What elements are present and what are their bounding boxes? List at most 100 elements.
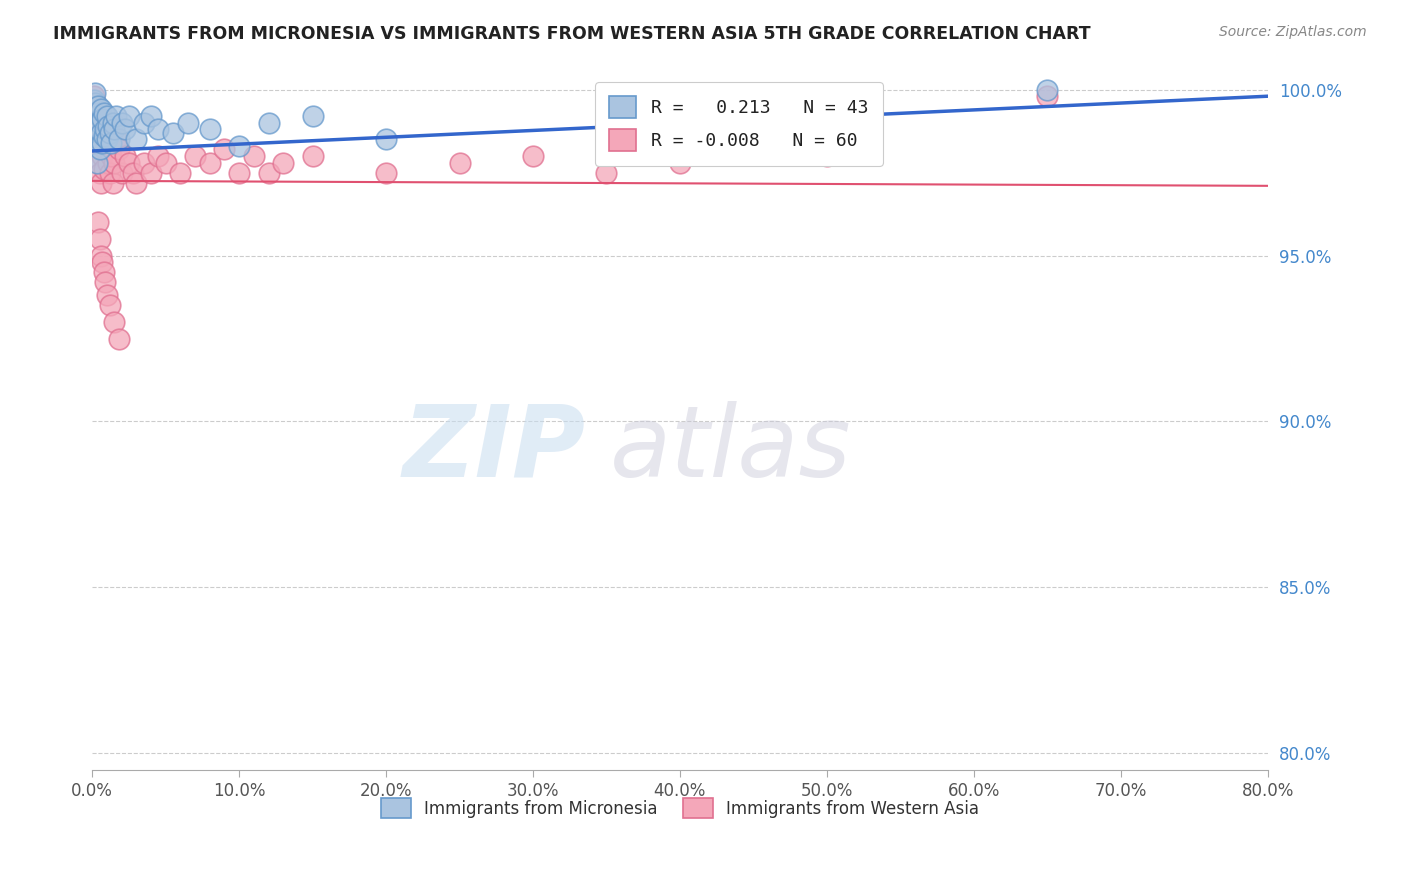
Point: [84, 116, 107, 130]
Point: [228, 139, 250, 153]
Point: [101, 116, 124, 130]
Point: [107, 132, 129, 146]
Point: [122, 165, 145, 179]
Point: [100, 149, 122, 163]
Point: [86, 142, 108, 156]
Point: [90, 103, 112, 117]
Point: [214, 142, 236, 156]
Point: [100, 136, 122, 150]
Point: [96, 132, 118, 146]
Point: [87, 215, 110, 229]
Point: [162, 126, 184, 140]
Point: [97, 155, 120, 169]
Point: [89, 129, 111, 144]
Point: [86, 122, 108, 136]
Point: [522, 149, 544, 163]
Point: [93, 162, 115, 177]
Point: [103, 315, 125, 329]
Legend: Immigrants from Micronesia, Immigrants from Western Asia: Immigrants from Micronesia, Immigrants f…: [374, 792, 986, 824]
Text: Source: ZipAtlas.com: Source: ZipAtlas.com: [1219, 25, 1367, 39]
Point: [132, 155, 155, 169]
Point: [107, 142, 129, 156]
Point: [96, 132, 118, 146]
Point: [84, 132, 107, 146]
Point: [148, 122, 170, 136]
Point: [1036, 89, 1059, 103]
Point: [114, 122, 136, 136]
Point: [257, 165, 280, 179]
Point: [90, 248, 112, 262]
Point: [87, 155, 110, 169]
Point: [94, 122, 117, 136]
Point: [107, 331, 129, 345]
Point: [114, 149, 136, 163]
Point: [94, 275, 117, 289]
Point: [148, 149, 170, 163]
Point: [86, 132, 108, 146]
Point: [155, 155, 177, 169]
Point: [93, 129, 115, 144]
Point: [86, 155, 108, 169]
Point: [301, 149, 323, 163]
Point: [301, 109, 323, 123]
Point: [110, 116, 132, 130]
Point: [93, 105, 115, 120]
Point: [87, 99, 110, 113]
Point: [243, 149, 266, 163]
Point: [101, 176, 124, 190]
Point: [98, 126, 121, 140]
Text: atlas: atlas: [609, 401, 851, 498]
Point: [96, 109, 118, 123]
Point: [94, 142, 117, 156]
Point: [125, 132, 148, 146]
Point: [89, 165, 111, 179]
Point: [1036, 82, 1059, 96]
Point: [91, 255, 114, 269]
Point: [91, 136, 114, 150]
Point: [669, 155, 692, 169]
Point: [90, 119, 112, 133]
Point: [271, 155, 294, 169]
Point: [90, 176, 112, 190]
Point: [132, 116, 155, 130]
Point: [198, 122, 221, 136]
Point: [86, 109, 108, 123]
Point: [257, 116, 280, 130]
Point: [93, 122, 115, 136]
Point: [96, 288, 118, 302]
Point: [103, 155, 125, 169]
Point: [90, 126, 112, 140]
Point: [87, 122, 110, 136]
Point: [375, 165, 398, 179]
Point: [139, 109, 162, 123]
Point: [89, 232, 111, 246]
Text: ZIP: ZIP: [404, 401, 586, 498]
Point: [83, 99, 105, 113]
Point: [198, 155, 221, 169]
Point: [89, 142, 111, 156]
Point: [103, 122, 125, 136]
Point: [139, 165, 162, 179]
Point: [640, 122, 662, 136]
Point: [375, 132, 398, 146]
Text: IMMIGRANTS FROM MICRONESIA VS IMMIGRANTS FROM WESTERN ASIA 5TH GRADE CORRELATION: IMMIGRANTS FROM MICRONESIA VS IMMIGRANTS…: [53, 25, 1091, 43]
Point: [98, 298, 121, 312]
Point: [118, 155, 141, 169]
Point: [87, 109, 110, 123]
Point: [449, 155, 471, 169]
Point: [89, 116, 111, 130]
Point: [184, 149, 207, 163]
Point: [98, 165, 121, 179]
Point: [815, 149, 838, 163]
Point: [91, 149, 114, 163]
Point: [104, 109, 127, 123]
Point: [91, 136, 114, 150]
Point: [595, 165, 617, 179]
Point: [84, 86, 107, 100]
Point: [91, 112, 114, 127]
Point: [125, 176, 148, 190]
Point: [110, 165, 132, 179]
Point: [83, 105, 105, 120]
Point: [97, 119, 120, 133]
Point: [118, 109, 141, 123]
